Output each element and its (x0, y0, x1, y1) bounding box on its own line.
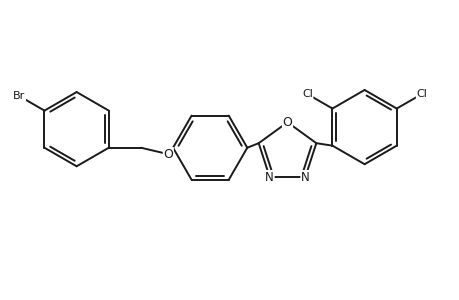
Text: Cl: Cl (415, 89, 426, 99)
Text: O: O (282, 116, 292, 129)
Text: Cl: Cl (301, 89, 312, 99)
Text: Br: Br (13, 91, 25, 101)
Text: N: N (300, 171, 309, 184)
Text: N: N (265, 171, 274, 184)
Text: O: O (163, 148, 173, 161)
